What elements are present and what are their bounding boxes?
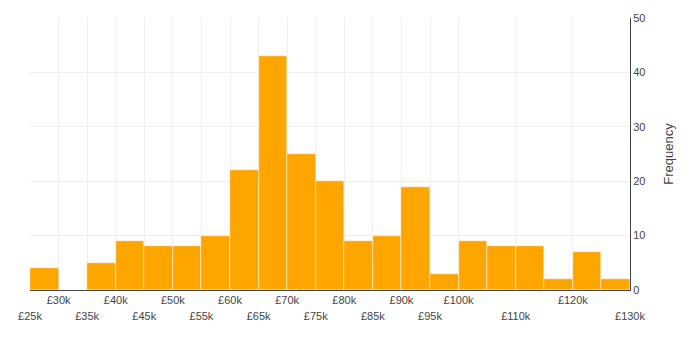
svg-text:£30k: £30k bbox=[47, 294, 71, 306]
svg-text:£110k: £110k bbox=[501, 310, 531, 322]
svg-text:£85k: £85k bbox=[361, 310, 385, 322]
svg-text:£70k: £70k bbox=[275, 294, 299, 306]
svg-text:Frequency: Frequency bbox=[661, 123, 676, 185]
svg-text:£100k: £100k bbox=[444, 294, 474, 306]
svg-text:£75k: £75k bbox=[304, 310, 328, 322]
svg-text:£130k: £130k bbox=[615, 310, 645, 322]
svg-text:40: 40 bbox=[633, 66, 645, 78]
svg-text:£35k: £35k bbox=[75, 310, 99, 322]
svg-text:£55k: £55k bbox=[190, 310, 214, 322]
svg-text:0: 0 bbox=[633, 284, 639, 296]
svg-text:50: 50 bbox=[633, 12, 645, 24]
svg-text:£45k: £45k bbox=[132, 310, 156, 322]
svg-text:30: 30 bbox=[633, 121, 645, 133]
svg-text:£65k: £65k bbox=[247, 310, 271, 322]
svg-text:£120k: £120k bbox=[558, 294, 588, 306]
svg-text:10: 10 bbox=[633, 229, 645, 241]
svg-text:£25k: £25k bbox=[18, 310, 42, 322]
svg-text:£60k: £60k bbox=[218, 294, 242, 306]
svg-text:£40k: £40k bbox=[104, 294, 128, 306]
svg-text:£50k: £50k bbox=[161, 294, 185, 306]
svg-text:£95k: £95k bbox=[418, 310, 442, 322]
svg-text:£80k: £80k bbox=[332, 294, 356, 306]
svg-text:£90k: £90k bbox=[390, 294, 414, 306]
svg-text:20: 20 bbox=[633, 175, 645, 187]
